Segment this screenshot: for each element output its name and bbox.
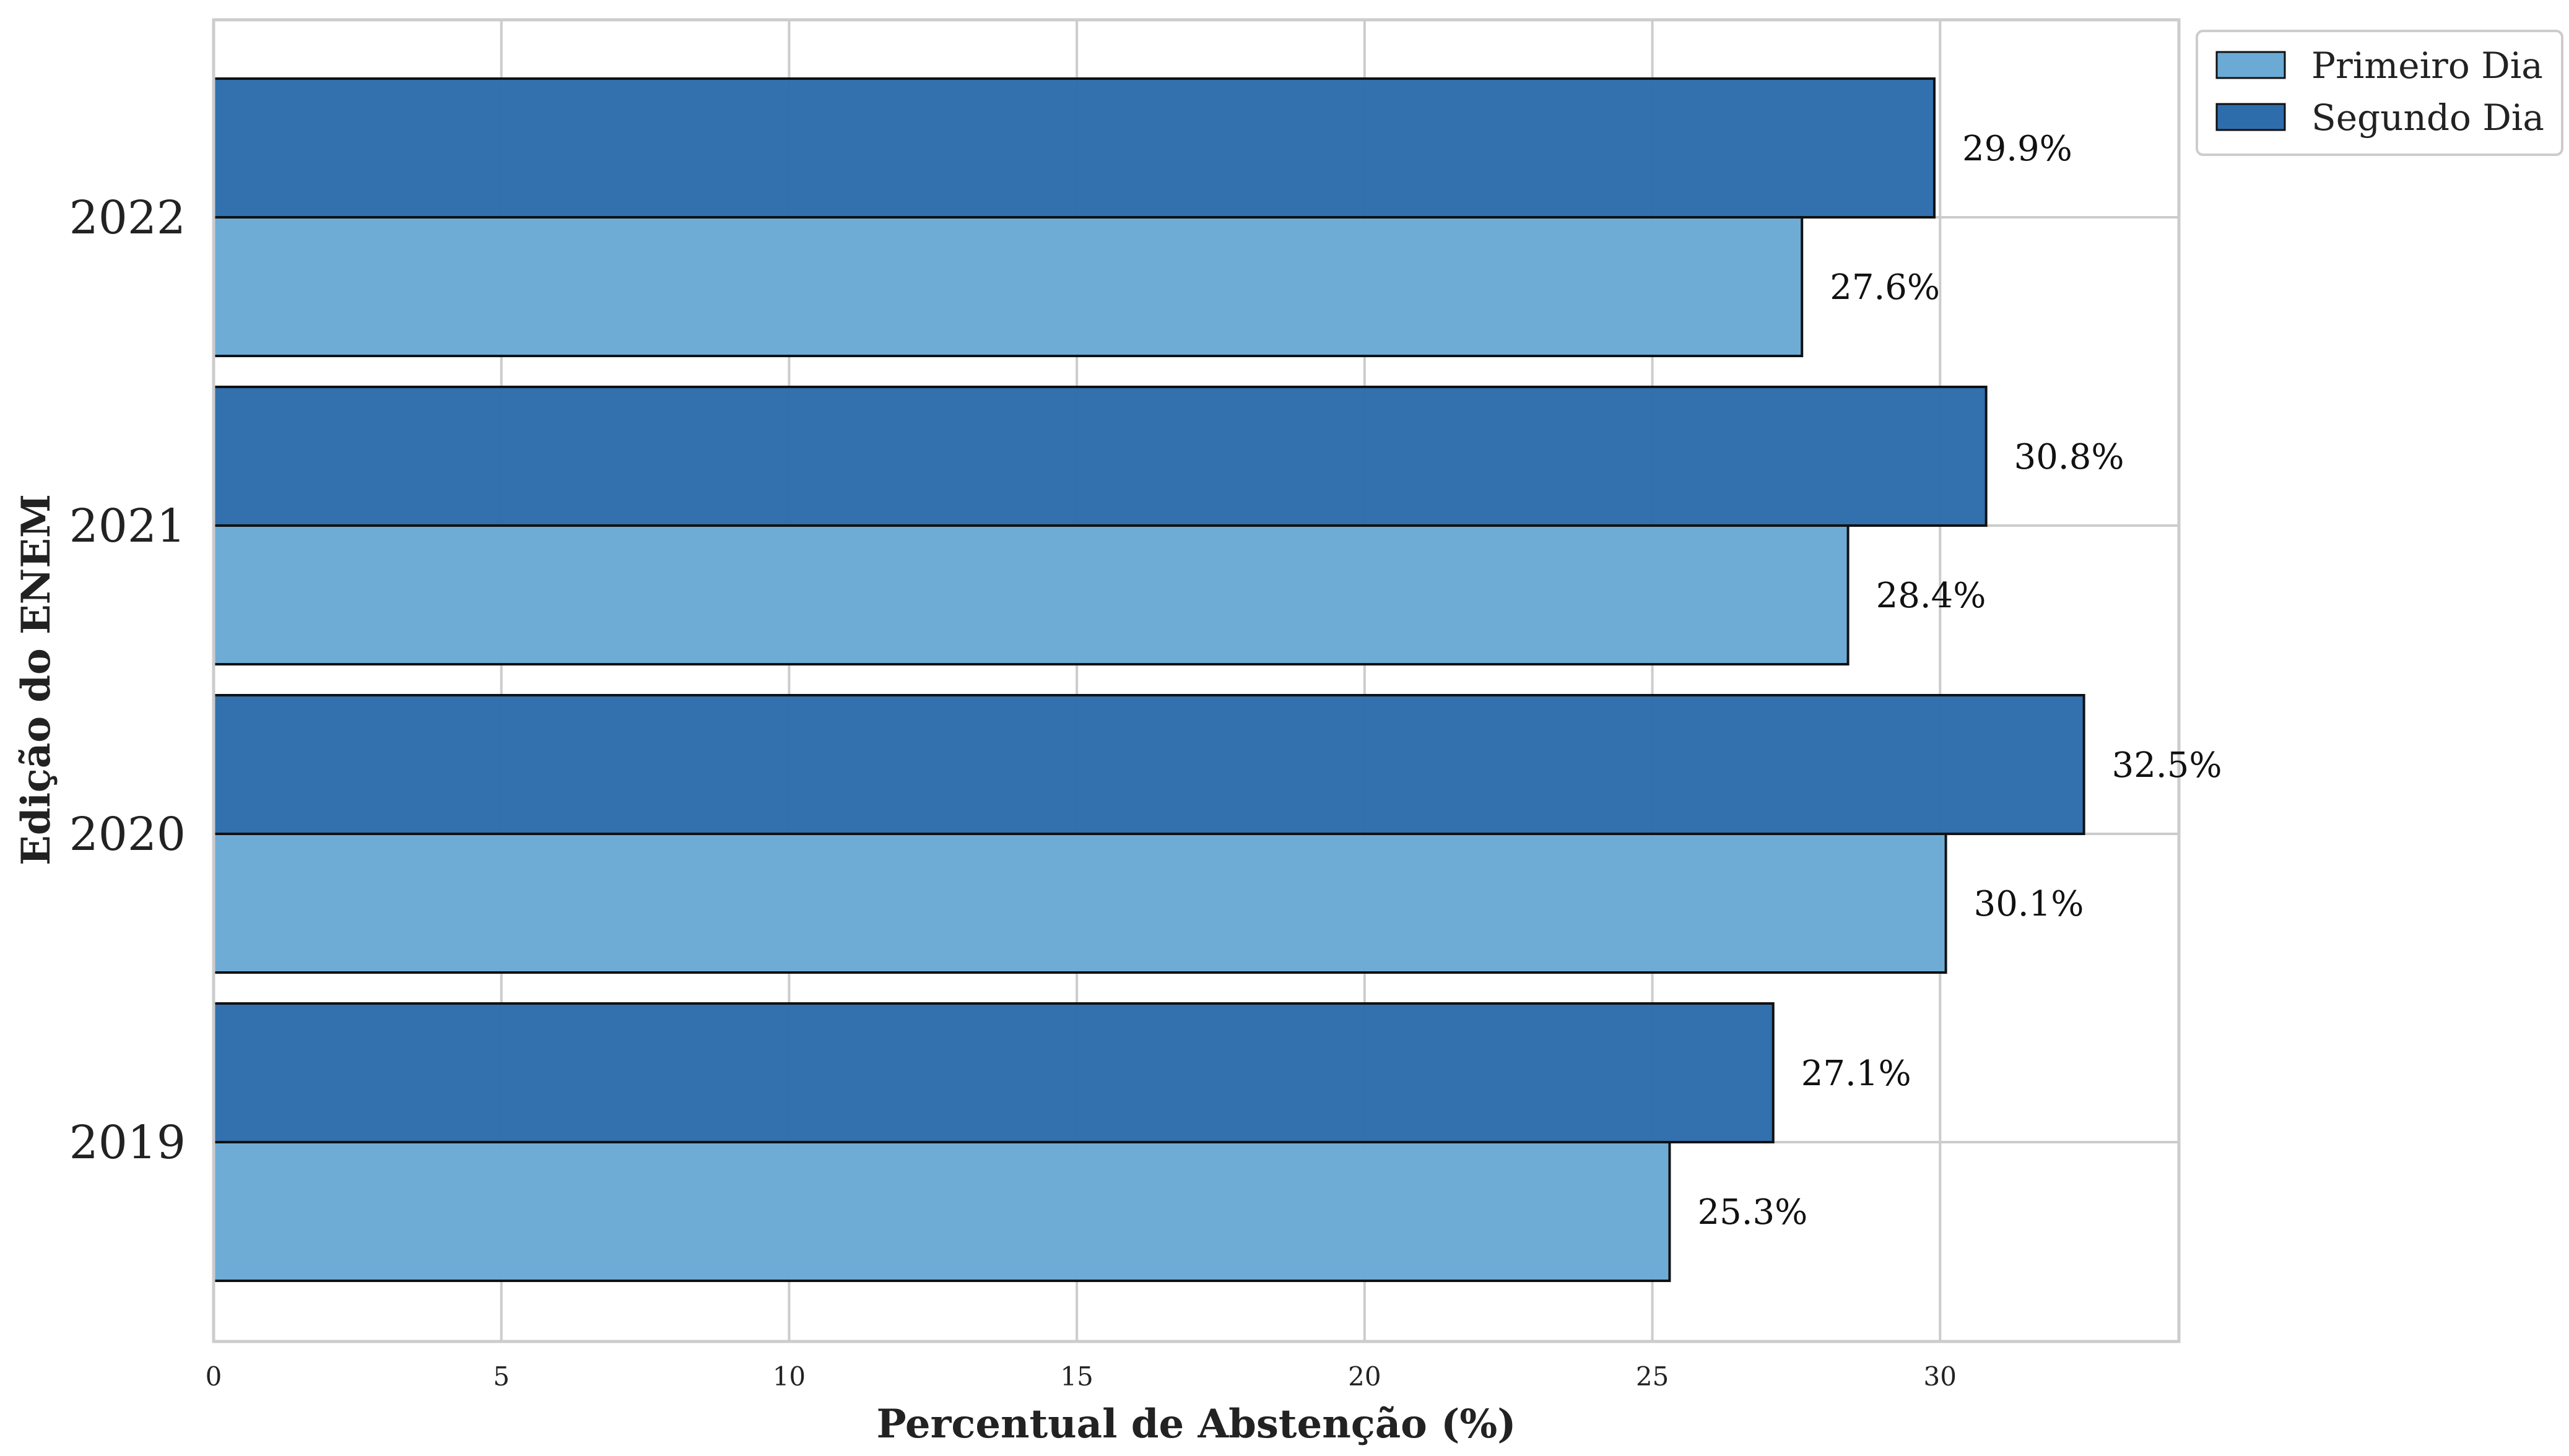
x-tick-label: 30: [1924, 1361, 1957, 1392]
y-tick-label: 2019: [69, 1116, 186, 1169]
bar-value-labels: 25.3% 30.1% 28.4% 27.6% 27.1% 32.5% 30.8% 29.9%: [1697, 129, 2222, 1233]
bar-primeiro-dia: [212, 1141, 1671, 1282]
y-axis-ticks: 2019 2020 2021 2022: [69, 191, 186, 1169]
y-tick-label: 2021: [69, 500, 186, 553]
legend: Primeiro Dia Segundo Dia: [2196, 30, 2563, 156]
bar-value-label: 25.3%: [1697, 1192, 1807, 1233]
x-axis-label: Percentual de Abstenção (%): [877, 1401, 1516, 1447]
x-tick-label: 15: [1060, 1361, 1093, 1392]
bar-segundo-dia: [212, 77, 1936, 219]
bar-value-label: 27.1%: [1801, 1054, 1911, 1094]
x-tick-label: 0: [206, 1361, 222, 1392]
bar-value-label: 28.4%: [1876, 576, 1986, 616]
plot-frame: [212, 18, 2181, 1343]
bar-primeiro-dia: [212, 524, 1850, 665]
x-tick-label: 25: [1636, 1361, 1669, 1392]
bar-segundo-dia: [212, 694, 2085, 835]
bar-value-label: 30.8%: [2014, 437, 2124, 477]
y-axis-label: Edição do ENEM: [13, 494, 59, 865]
legend-swatch-segundo-dia: [2215, 103, 2286, 131]
x-axis-ticks: 0 5 10 15 20 25 30: [206, 1361, 1957, 1392]
bar-segundo-dia: [212, 386, 1988, 527]
bar-value-label: 32.5%: [2112, 745, 2222, 786]
x-tick-label: 10: [773, 1361, 806, 1392]
bar-value-label: 29.9%: [1962, 129, 2072, 169]
y-tick-label: 2020: [69, 808, 186, 861]
legend-label-segundo-dia: Segundo Dia: [2311, 97, 2544, 139]
bar-value-label: 30.1%: [1974, 884, 2084, 924]
bar-segundo-dia: [212, 1002, 1775, 1143]
legend-swatch-primeiro-dia: [2215, 51, 2286, 79]
legend-box: [2196, 30, 2563, 156]
bar-value-label: 27.6%: [1830, 267, 1940, 308]
legend-label-primeiro-dia: Primeiro Dia: [2311, 45, 2543, 87]
bar-primeiro-dia: [212, 833, 1947, 974]
bars: [212, 77, 2085, 1282]
y-tick-label: 2022: [69, 191, 186, 245]
bar-primeiro-dia: [212, 216, 1804, 357]
x-tick-label: 5: [493, 1361, 510, 1392]
x-tick-label: 20: [1348, 1361, 1381, 1392]
